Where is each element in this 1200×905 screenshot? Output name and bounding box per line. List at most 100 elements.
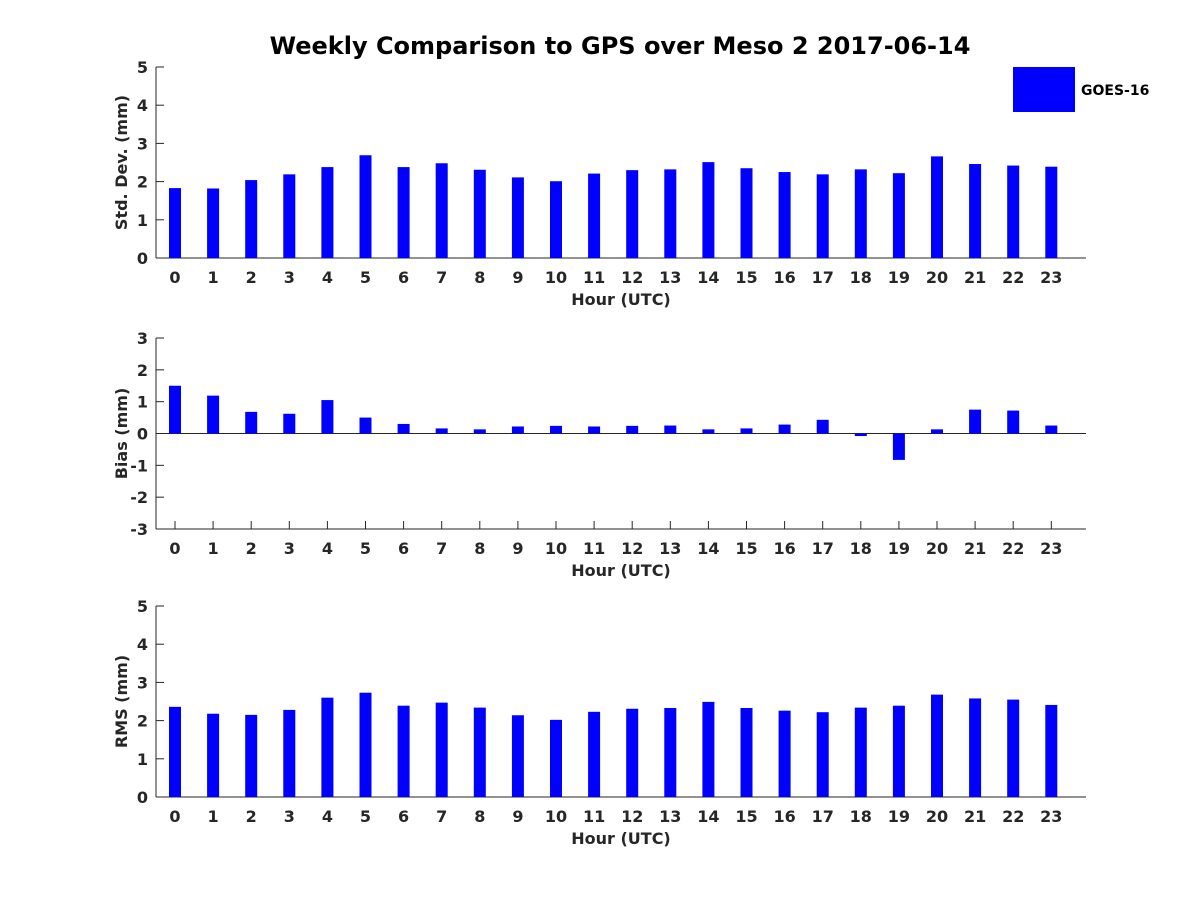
bar	[664, 425, 677, 434]
bar	[702, 429, 715, 434]
bar	[435, 702, 448, 797]
x-tick-label: 15	[735, 539, 757, 558]
bar	[1007, 165, 1020, 258]
bar	[511, 426, 524, 434]
bar	[740, 428, 753, 434]
bar	[702, 162, 715, 258]
x-tick-label: 5	[360, 539, 371, 558]
bar	[588, 711, 601, 797]
x-axis-title: Hour (UTC)	[571, 829, 671, 848]
x-tick-label: 21	[964, 807, 986, 826]
bar	[588, 173, 601, 258]
x-tick-label: 13	[659, 539, 681, 558]
bar	[473, 429, 486, 434]
y-tick-label: 1	[137, 393, 148, 412]
bar	[854, 433, 867, 437]
x-tick-label: 16	[773, 807, 795, 826]
bar	[931, 694, 943, 797]
bar	[702, 701, 715, 797]
x-tick-label: 20	[926, 268, 948, 287]
x-tick-label: 22	[1002, 807, 1024, 826]
bar	[854, 169, 867, 258]
x-tick-label: 9	[512, 268, 523, 287]
x-tick-label: 15	[735, 268, 757, 287]
x-tick-label: 19	[888, 807, 910, 826]
y-tick-label: 3	[137, 673, 148, 692]
x-tick-label: 22	[1002, 539, 1024, 558]
bar	[321, 697, 334, 797]
x-tick-label: 17	[812, 539, 834, 558]
bar	[550, 719, 562, 797]
x-tick-label: 1	[208, 268, 219, 287]
y-axis-title: RMS (mm)	[112, 655, 131, 748]
y-tick-label: 5	[137, 58, 148, 77]
x-tick-label: 2	[246, 268, 257, 287]
legend-label: GOES-16	[1081, 83, 1149, 99]
x-tick-label: 19	[888, 268, 910, 287]
bar	[397, 167, 410, 258]
bar	[626, 170, 639, 258]
x-tick-label: 14	[697, 807, 719, 826]
x-axis-title: Hour (UTC)	[571, 561, 671, 580]
y-tick-label: 5	[137, 597, 148, 616]
x-tick-label: 16	[773, 539, 795, 558]
bar	[626, 708, 639, 797]
bar	[473, 707, 486, 797]
legend: GOES-16	[1013, 67, 1149, 112]
y-axis-title: Bias (mm)	[112, 388, 131, 480]
bar	[778, 172, 791, 258]
bar	[359, 417, 372, 434]
x-tick-label: 17	[812, 807, 834, 826]
x-axis-title: Hour (UTC)	[571, 290, 671, 309]
x-tick-label: 1	[208, 807, 219, 826]
legend-swatch	[1013, 67, 1075, 112]
x-tick-label: 9	[512, 539, 523, 558]
y-tick-label: 3	[137, 134, 148, 153]
bar	[283, 174, 296, 258]
x-tick-label: 21	[964, 539, 986, 558]
x-tick-label: 3	[284, 807, 295, 826]
bar	[550, 425, 562, 434]
x-tick-label: 11	[583, 807, 605, 826]
y-tick-label: 0	[137, 249, 148, 268]
x-tick-label: 4	[322, 268, 333, 287]
bar	[931, 429, 943, 434]
y-tick-label: -3	[130, 520, 148, 539]
x-tick-label: 19	[888, 539, 910, 558]
x-tick-label: 20	[926, 539, 948, 558]
bar	[435, 163, 448, 258]
bar	[740, 168, 753, 258]
bar	[778, 710, 791, 797]
bar	[1007, 410, 1020, 434]
x-tick-label: 5	[360, 268, 371, 287]
bar	[169, 188, 181, 258]
x-tick-label: 13	[659, 807, 681, 826]
x-tick-label: 11	[583, 539, 605, 558]
bar	[550, 181, 562, 258]
x-tick-label: 4	[322, 539, 333, 558]
y-tick-label: -1	[130, 456, 148, 475]
y-tick-label: 0	[137, 425, 148, 444]
x-tick-label: 0	[169, 807, 180, 826]
bar	[1045, 166, 1058, 258]
x-tick-label: 18	[850, 268, 872, 287]
bar	[283, 709, 296, 797]
x-tick-label: 10	[545, 807, 567, 826]
bar	[664, 707, 677, 797]
x-tick-label: 12	[621, 539, 643, 558]
y-tick-label: 2	[137, 173, 148, 192]
bar	[1045, 704, 1058, 797]
x-tick-label: 7	[436, 539, 447, 558]
bar	[321, 167, 334, 258]
bar	[931, 156, 943, 258]
bar	[816, 419, 829, 434]
y-tick-label: 4	[137, 96, 148, 115]
bar	[169, 385, 181, 434]
x-tick-label: 14	[697, 268, 719, 287]
x-tick-label: 14	[697, 539, 719, 558]
x-tick-label: 11	[583, 268, 605, 287]
